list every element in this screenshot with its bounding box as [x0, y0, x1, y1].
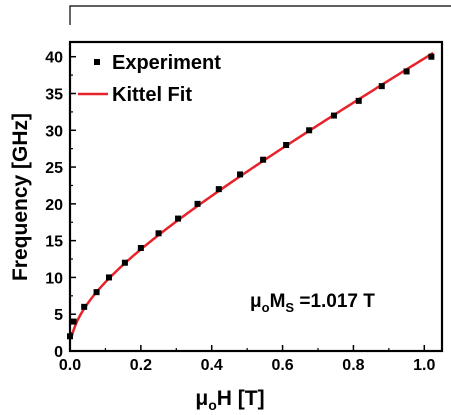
annot-m: M — [270, 291, 286, 312]
legend-label-experiment: Experiment — [112, 52, 221, 74]
annot-rest: =1.017 T — [294, 291, 375, 312]
experiment-point — [121, 259, 128, 266]
y-tick-label: 20 — [45, 197, 63, 214]
experiment-point — [215, 186, 222, 193]
plot-frame — [68, 40, 444, 353]
y-axis-ticks: 0 5 10 15 20 25 30 35 40 — [45, 50, 76, 361]
experiment-point — [70, 318, 77, 325]
x-title-mu: μ — [195, 387, 208, 410]
x-tick-label: 0.0 — [59, 357, 81, 374]
experiment-point — [306, 127, 313, 134]
x-tick-label: 0.8 — [342, 357, 364, 374]
ms-annotation: μoMS =1.017 T — [250, 291, 375, 315]
experiment-point — [260, 156, 267, 163]
experiment-point — [137, 245, 144, 251]
experiment-point — [67, 333, 73, 340]
annot-sub-s: S — [285, 300, 294, 315]
experiment-point — [403, 68, 410, 75]
x-tick-label: 1.0 — [413, 357, 435, 374]
experiment-point — [105, 274, 112, 281]
y-axis-title: Frequency [GHz] — [9, 113, 32, 281]
x-axis-title: μoH [T] — [195, 387, 264, 413]
y-tick-label: 15 — [45, 234, 63, 251]
experiment-points-layer — [67, 53, 435, 340]
experiment-point — [283, 142, 290, 148]
experiment-point — [355, 97, 362, 104]
y-tick-label: 40 — [45, 50, 63, 67]
y-tick-label: 10 — [45, 270, 63, 287]
y-tick-label: 0 — [54, 344, 63, 361]
legend-label-kittel-fit: Kittel Fit — [112, 84, 192, 106]
y-tick-label: 5 — [54, 307, 63, 324]
y-tick-label: 30 — [45, 123, 63, 140]
y-tick-label: 35 — [45, 87, 63, 104]
legend: Experiment Kittel Fit — [78, 52, 221, 106]
top-frame-line — [69, 5, 451, 25]
annot-mu: μ — [250, 291, 262, 312]
x-tick-label: 0.6 — [271, 357, 293, 374]
experiment-point — [155, 230, 162, 237]
x-title-sub: o — [208, 397, 217, 413]
experiment-point — [175, 215, 182, 222]
experiment-point — [330, 112, 337, 119]
annot-sub-o: o — [262, 300, 270, 315]
legend-marker-experiment — [94, 59, 100, 65]
experiment-point — [194, 200, 201, 207]
experiment-point — [81, 303, 88, 310]
fit-line-layer — [70, 51, 434, 337]
y-tick-label: 25 — [45, 160, 63, 177]
x-tick-label: 0.4 — [201, 357, 223, 374]
kittel-fit-line — [70, 51, 434, 337]
experiment-point — [237, 171, 244, 178]
x-tick-label: 0.2 — [130, 357, 152, 374]
experiment-point — [428, 53, 435, 60]
x-title-rest: H [T] — [217, 387, 265, 410]
experiment-point — [378, 83, 385, 90]
experiment-point — [93, 289, 100, 296]
x-axis-ticks: 0.0 0.2 0.4 0.6 0.8 1.0 — [59, 345, 436, 374]
